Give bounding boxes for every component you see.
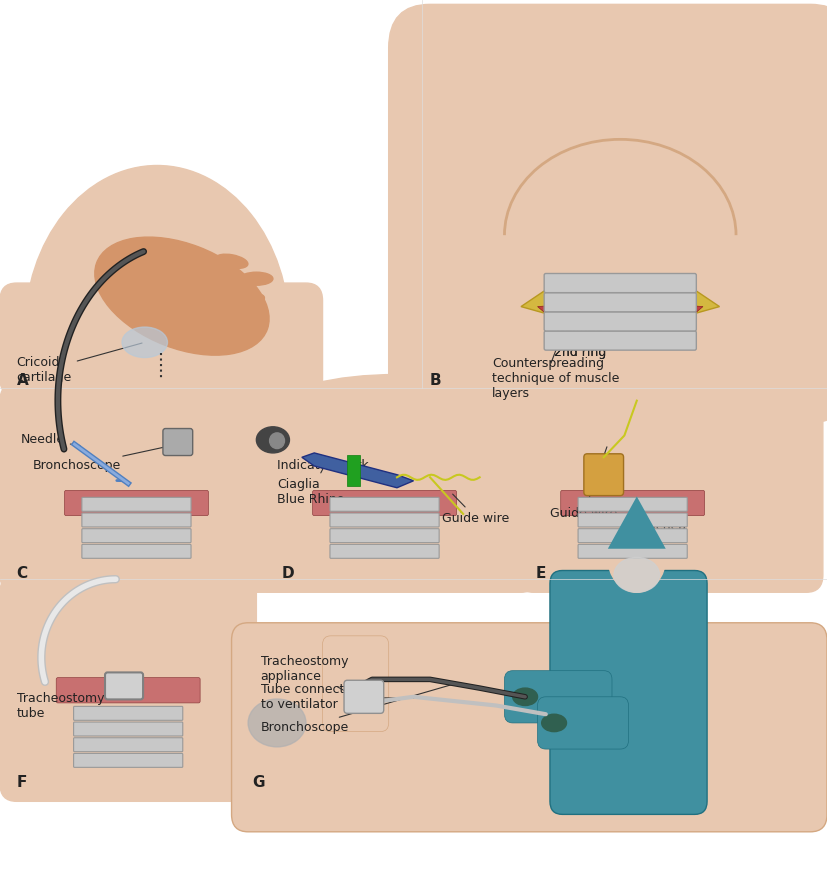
Ellipse shape	[238, 653, 316, 758]
Ellipse shape	[614, 557, 659, 592]
FancyBboxPatch shape	[232, 623, 827, 832]
Text: Tube connected
to ventilator: Tube connected to ventilator	[261, 683, 428, 711]
FancyBboxPatch shape	[578, 513, 687, 527]
FancyBboxPatch shape	[347, 455, 360, 486]
Ellipse shape	[608, 523, 666, 592]
Ellipse shape	[135, 269, 163, 306]
Text: Trachea: Trachea	[554, 286, 603, 337]
FancyBboxPatch shape	[56, 678, 200, 703]
Text: E: E	[536, 566, 547, 581]
FancyBboxPatch shape	[74, 706, 183, 720]
Ellipse shape	[232, 294, 265, 307]
Text: Tracheostomy
tube: Tracheostomy tube	[17, 688, 112, 719]
FancyBboxPatch shape	[584, 454, 624, 496]
Text: Needle: Needle	[21, 434, 80, 446]
FancyBboxPatch shape	[82, 497, 191, 511]
Ellipse shape	[513, 688, 538, 706]
Text: Guide wire: Guide wire	[442, 494, 509, 524]
FancyBboxPatch shape	[330, 497, 439, 511]
Text: 2nd ring: 2nd ring	[554, 312, 606, 359]
FancyBboxPatch shape	[256, 383, 538, 592]
Text: Trachea: Trachea	[554, 325, 603, 337]
Text: Cricoid
cartilage: Cricoid cartilage	[17, 343, 142, 384]
FancyBboxPatch shape	[74, 753, 183, 767]
FancyBboxPatch shape	[544, 312, 696, 331]
Ellipse shape	[208, 301, 239, 317]
FancyBboxPatch shape	[330, 529, 439, 543]
Ellipse shape	[17, 370, 265, 440]
FancyBboxPatch shape	[163, 429, 193, 456]
Text: D: D	[281, 566, 294, 581]
FancyBboxPatch shape	[578, 529, 687, 543]
Ellipse shape	[256, 427, 289, 453]
Text: B: B	[430, 373, 442, 388]
FancyBboxPatch shape	[504, 671, 612, 723]
Ellipse shape	[25, 165, 289, 496]
Text: 2nd ring: 2nd ring	[554, 347, 606, 359]
Text: Indicator mark: Indicator mark	[277, 460, 369, 472]
FancyBboxPatch shape	[344, 680, 384, 713]
Polygon shape	[538, 300, 703, 314]
Text: Trachea: Trachea	[602, 521, 686, 537]
Text: Ciaglia
Blue Rhino: Ciaglia Blue Rhino	[277, 464, 344, 506]
Text: A: A	[17, 373, 28, 388]
Circle shape	[270, 433, 284, 449]
Text: Guide wire: Guide wire	[550, 447, 617, 520]
FancyBboxPatch shape	[544, 331, 696, 350]
Ellipse shape	[240, 272, 273, 286]
Ellipse shape	[91, 174, 240, 279]
FancyBboxPatch shape	[82, 544, 191, 558]
FancyBboxPatch shape	[323, 636, 389, 732]
FancyBboxPatch shape	[389, 4, 827, 422]
FancyBboxPatch shape	[0, 575, 256, 801]
Ellipse shape	[122, 327, 167, 358]
FancyBboxPatch shape	[544, 293, 696, 312]
FancyBboxPatch shape	[82, 513, 191, 527]
Ellipse shape	[248, 699, 306, 747]
FancyBboxPatch shape	[561, 490, 705, 516]
FancyBboxPatch shape	[550, 571, 707, 814]
FancyBboxPatch shape	[0, 383, 298, 592]
Text: G: G	[252, 774, 265, 789]
Text: Bronchoscope: Bronchoscope	[261, 685, 452, 733]
Text: Tracheostomy
appliance: Tracheostomy appliance	[261, 655, 361, 699]
FancyBboxPatch shape	[578, 544, 687, 558]
Polygon shape	[608, 496, 666, 549]
FancyBboxPatch shape	[74, 722, 183, 736]
Text: Bronchoscope: Bronchoscope	[33, 445, 175, 472]
Text: F: F	[17, 774, 27, 789]
FancyBboxPatch shape	[544, 273, 696, 293]
Text: Counterspreading
technique of muscle
layers: Counterspreading technique of muscle lay…	[492, 357, 619, 401]
Ellipse shape	[21, 562, 236, 623]
Polygon shape	[302, 453, 414, 488]
FancyBboxPatch shape	[330, 513, 439, 527]
Text: C: C	[17, 566, 27, 581]
FancyBboxPatch shape	[82, 529, 191, 543]
Ellipse shape	[95, 237, 269, 355]
Polygon shape	[521, 274, 719, 314]
FancyBboxPatch shape	[517, 383, 823, 592]
Ellipse shape	[542, 714, 566, 732]
FancyBboxPatch shape	[105, 672, 143, 699]
Ellipse shape	[215, 254, 248, 268]
Ellipse shape	[281, 375, 513, 436]
FancyBboxPatch shape	[0, 283, 323, 396]
FancyBboxPatch shape	[578, 497, 687, 511]
Ellipse shape	[538, 375, 753, 436]
FancyBboxPatch shape	[330, 544, 439, 558]
FancyBboxPatch shape	[538, 697, 629, 749]
FancyBboxPatch shape	[313, 490, 457, 516]
FancyBboxPatch shape	[74, 738, 183, 752]
FancyBboxPatch shape	[65, 490, 208, 516]
